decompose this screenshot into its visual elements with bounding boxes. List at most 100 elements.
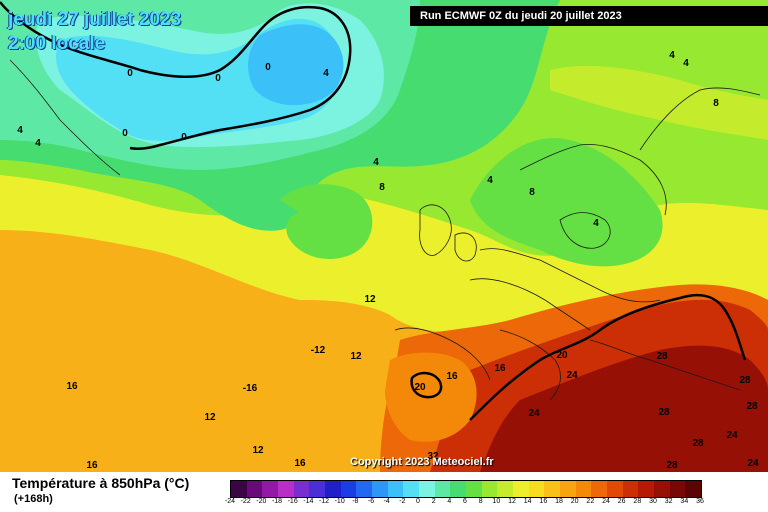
scale-label: 10 [492,498,501,505]
scale-label: 0 [416,498,420,505]
forecast-date: jeudi 27 juillet 2023 [8,9,182,30]
scale-swatch [685,481,702,497]
isotherm-label: 8 [713,98,719,109]
scale-swatch [638,481,655,497]
scale-swatch [262,481,279,497]
scale-swatch [325,481,341,497]
scale-swatch [607,481,623,497]
isotherm-label: 24 [726,430,738,441]
scale-swatch [309,481,326,497]
isotherm-label: 24 [528,408,540,419]
field-scandinavia-yellow [550,65,768,140]
scale-label: 8 [478,498,483,505]
scale-swatch [591,481,608,497]
field-deep-red [480,345,768,472]
scale-label: 20 [570,498,579,505]
isotherm-label: 0 [127,68,133,79]
isotherm-label: 16 [86,460,98,471]
isotherm-label: 4 [373,157,379,168]
scale-label: -4 [383,498,390,505]
scale-label: -16 [287,498,298,505]
scale-swatch [434,481,451,497]
scale-label: 36 [696,498,704,505]
scale-label: -12 [318,498,330,505]
isotherm-label: 28 [692,438,704,449]
isotherm-label: 4 [593,218,599,229]
scale-swatch [466,481,482,497]
isotherm-label: 0 [181,132,187,143]
isotherm-label: 12 [204,412,216,423]
isotherm-0 [0,1,352,151]
isotherm-label: 4 [323,68,329,79]
isotherm-label: 28 [666,460,678,471]
scale-label: 28 [633,498,642,505]
isotherm-label: 20 [414,382,426,393]
isotherm-label: 0 [265,62,271,73]
scale-label: -20 [256,498,267,505]
scale-label: 4 [447,498,452,505]
scale-swatch [278,481,294,497]
isotherm-label: 0 [122,128,128,139]
isotherm-label: 16 [294,458,306,469]
isotherm-label: 4 [35,138,41,149]
scale-swatch [575,481,592,497]
scale-label: 30 [649,498,657,505]
isotherm-label: 24 [747,458,759,469]
scale-label: -2 [399,498,406,505]
color-scale [230,480,702,498]
scale-swatch [246,481,263,497]
scale-swatch [544,481,561,497]
run-info-banner: Run ECMWF 0Z du jeudi 20 juillet 2023 [410,6,768,26]
isotherm-label: 4 [669,50,675,61]
scale-label: 26 [617,498,626,505]
isotherm-label: 24 [566,370,578,381]
scale-label: 6 [463,498,467,505]
scale-swatch [560,481,576,497]
scale-label: -6 [367,498,375,505]
scale-swatch [497,481,514,497]
isotherm-label: 28 [656,351,668,362]
coastlines [9,59,761,401]
isotherm-label: 28 [739,375,751,386]
scale-label: 18 [555,498,563,505]
scale-label: 22 [586,498,595,505]
isotherm-iberia [410,371,443,399]
isotherm-label: 12 [364,294,376,305]
scale-label: 14 [523,498,532,505]
scale-label: 2 [431,498,436,505]
scale-swatch [654,481,670,497]
scale-label: -10 [334,498,345,505]
field-scandinavia-green [470,138,663,267]
forecast-time: 2:00 locale [8,33,106,54]
scale-label: -14 [303,498,314,505]
scale-swatch [622,481,639,497]
scale-swatch [387,481,404,497]
scale-label: 24 [602,498,610,505]
isotherm-label: 20 [556,350,568,361]
isotherm-label: 8 [379,182,385,193]
copyright-notice: Copyright 2023 Meteociel.fr [350,456,494,468]
scale-swatch [372,481,388,497]
isotherm-20 [469,293,747,421]
scale-label: -22 [240,498,251,505]
legend-title: Température à 850hPa (°C) [12,475,190,491]
scale-swatch [513,481,529,497]
isotherm-label: 0 [215,73,221,84]
scale-swatch [340,481,357,497]
field-blue [248,24,344,106]
scale-label: -18 [271,498,283,505]
isotherm-label: 28 [658,407,670,418]
scale-swatch [450,481,467,497]
isotherm-label: 4 [17,125,23,136]
isotherm-label: 28 [746,401,758,412]
legend-subtitle: (+168h) [14,493,53,505]
scale-swatch [528,481,545,497]
isotherm-label: 12 [252,445,264,456]
isotherm-label: 4 [683,58,689,69]
isotherm-label: -12 [311,345,326,356]
scale-label: -24 [224,498,236,505]
scale-label: 32 [664,498,673,505]
field-swirl [280,184,373,260]
scale-swatch [669,481,686,497]
